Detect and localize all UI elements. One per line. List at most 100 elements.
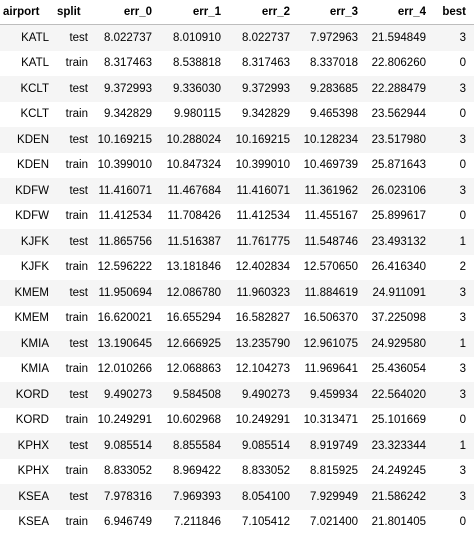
- cell-best: 3: [434, 76, 474, 102]
- cell-split: test: [55, 433, 92, 459]
- cell-split: train: [55, 254, 92, 280]
- cell-err-1: 12.086780: [160, 280, 229, 306]
- cell-err-4: 22.564020: [366, 382, 434, 408]
- column-header-err-2: err_2: [229, 0, 298, 25]
- cell-err-3: 8.815925: [298, 458, 366, 484]
- cell-best: 0: [434, 50, 474, 76]
- cell-err-4: 24.911091: [366, 280, 434, 306]
- header-row: airport split err_0 err_1 err_2 err_3 er…: [0, 0, 474, 25]
- cell-err-2: 9.085514: [229, 433, 298, 459]
- cell-best: 3: [434, 24, 474, 51]
- cell-airport: KATL: [0, 24, 55, 51]
- table-row: KDEN train 10.399010 10.847324 10.399010 10.4…: [0, 152, 474, 178]
- cell-err-3: 9.465398: [298, 101, 366, 127]
- table-row: KORD train 10.249291 10.602968 10.249291 10.3…: [0, 407, 474, 433]
- cell-err-3: 8.919749: [298, 433, 366, 459]
- cell-split: test: [55, 229, 92, 255]
- cell-err-3: 11.361962: [298, 178, 366, 204]
- cell-err-1: 12.666925: [160, 331, 229, 357]
- cell-err-0: 9.490273: [92, 382, 160, 408]
- cell-err-0: 11.416071: [92, 178, 160, 204]
- cell-err-0: 12.010266: [92, 356, 160, 382]
- cell-best: 3: [434, 127, 474, 153]
- cell-err-2: 8.317463: [229, 50, 298, 76]
- cell-airport: KJFK: [0, 229, 55, 255]
- cell-err-2: 16.582827: [229, 305, 298, 331]
- cell-best: 0: [434, 407, 474, 433]
- cell-err-4: 23.323344: [366, 433, 434, 459]
- cell-err-2: 11.416071: [229, 178, 298, 204]
- cell-split: test: [55, 382, 92, 408]
- cell-best: 0: [434, 509, 474, 535]
- cell-err-0: 11.412534: [92, 203, 160, 229]
- cell-err-2: 9.342829: [229, 101, 298, 127]
- cell-err-2: 7.105412: [229, 509, 298, 535]
- cell-err-1: 7.211846: [160, 509, 229, 535]
- column-header-err-1: err_1: [160, 0, 229, 25]
- cell-airport: KDEN: [0, 127, 55, 153]
- table-row: KORD test 9.490273 9.584508 9.490273 9.459934…: [0, 382, 474, 408]
- cell-err-0: 8.317463: [92, 50, 160, 76]
- cell-err-3: 7.929949: [298, 484, 366, 510]
- cell-best: 2: [434, 254, 474, 280]
- cell-err-0: 11.950694: [92, 280, 160, 306]
- cell-split: train: [55, 152, 92, 178]
- column-header-err-4: err_4: [366, 0, 434, 25]
- cell-err-4: 22.806260: [366, 50, 434, 76]
- cell-err-3: 11.884619: [298, 280, 366, 306]
- cell-err-3: 11.455167: [298, 203, 366, 229]
- column-header-airport: airport: [0, 0, 55, 25]
- table-row: KMIA test 13.190645 12.666925 13.235790 12.96…: [0, 331, 474, 357]
- cell-best: 1: [434, 433, 474, 459]
- cell-err-4: 25.101669: [366, 407, 434, 433]
- cell-err-0: 11.865756: [92, 229, 160, 255]
- cell-err-3: 10.128234: [298, 127, 366, 153]
- cell-airport: KORD: [0, 407, 55, 433]
- cell-split: train: [55, 458, 92, 484]
- table-row: KCLT train 9.342829 9.980115 9.342829 9.46539…: [0, 101, 474, 127]
- cell-err-3: 10.469739: [298, 152, 366, 178]
- cell-err-4: 25.436054: [366, 356, 434, 382]
- table-row: KDEN test 10.169215 10.288024 10.169215 10.12…: [0, 127, 474, 153]
- cell-airport: KMEM: [0, 305, 55, 331]
- table-row: KMEM train 16.620021 16.655294 16.582827 16.5…: [0, 305, 474, 331]
- cell-split: train: [55, 203, 92, 229]
- cell-err-1: 11.516387: [160, 229, 229, 255]
- cell-best: 3: [434, 382, 474, 408]
- cell-err-0: 9.342829: [92, 101, 160, 127]
- cell-err-2: 10.249291: [229, 407, 298, 433]
- table-row: KATL train 8.317463 8.538818 8.317463 8.33701…: [0, 50, 474, 76]
- cell-split: train: [55, 407, 92, 433]
- cell-split: train: [55, 101, 92, 127]
- cell-err-2: 9.372993: [229, 76, 298, 102]
- cell-err-1: 16.655294: [160, 305, 229, 331]
- cell-err-0: 6.946749: [92, 509, 160, 535]
- cell-err-3: 16.506370: [298, 305, 366, 331]
- cell-err-3: 12.570650: [298, 254, 366, 280]
- table-row: KMIA train 12.010266 12.068863 12.104273 11.9…: [0, 356, 474, 382]
- cell-err-4: 22.288479: [366, 76, 434, 102]
- cell-airport: KMEM: [0, 280, 55, 306]
- cell-split: test: [55, 484, 92, 510]
- cell-err-2: 10.169215: [229, 127, 298, 153]
- cell-airport: KDEN: [0, 152, 55, 178]
- column-header-split: split: [55, 0, 92, 25]
- cell-airport: KJFK: [0, 254, 55, 280]
- cell-best: 1: [434, 331, 474, 357]
- cell-best: 1: [434, 229, 474, 255]
- cell-best: 0: [434, 203, 474, 229]
- cell-err-3: 12.961075: [298, 331, 366, 357]
- cell-split: test: [55, 24, 92, 51]
- cell-err-0: 7.978316: [92, 484, 160, 510]
- cell-err-4: 26.023106: [366, 178, 434, 204]
- cell-err-3: 9.283685: [298, 76, 366, 102]
- cell-err-1: 7.969393: [160, 484, 229, 510]
- table-row: KJFK train 12.596222 13.181846 12.402834 12.5…: [0, 254, 474, 280]
- cell-airport: KSEA: [0, 509, 55, 535]
- cell-err-3: 10.313471: [298, 407, 366, 433]
- cell-err-1: 13.181846: [160, 254, 229, 280]
- table-row: KSEA train 6.946749 7.211846 7.105412 7.02140…: [0, 509, 474, 535]
- cell-split: test: [55, 280, 92, 306]
- cell-split: test: [55, 178, 92, 204]
